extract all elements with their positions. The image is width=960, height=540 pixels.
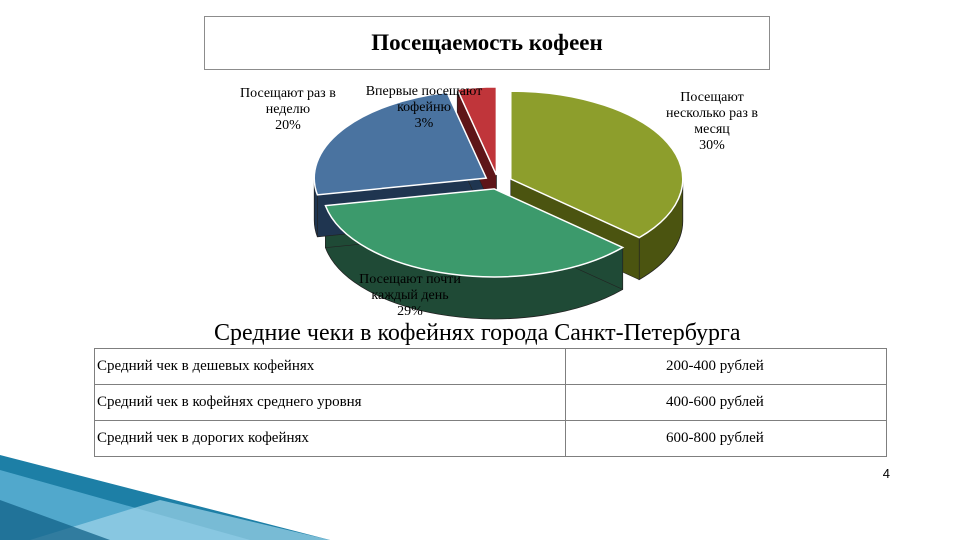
chart-title: Посещаемость кофеен [371,30,603,55]
row-value: 200-400 рублей [565,348,887,385]
page-number: 4 [882,466,890,481]
slice-label-week: Посещают раз в неделю 20% [240,86,336,133]
row-label: Средний чек в кофейнях среднего уровня [94,384,566,421]
chart-title-box: Посещаемость кофеен [204,16,770,70]
row-label: Средний чек в дешевых кофейнях [94,348,566,385]
table-row: Средний чек в дорогих кофейнях 600-800 р… [94,420,887,457]
checks-table: Средний чек в дешевых кофейнях 200-400 р… [94,348,887,457]
row-value: 600-800 рублей [565,420,887,457]
table-title: Средние чеки в кофейнях города Санкт-Пет… [214,320,741,346]
pie-slice [324,188,625,278]
row-label: Средний чек в дорогих кофейнях [94,420,566,457]
slice-label-daily: Посещают почти каждый день 29% [359,272,461,319]
slice-label-month: Посещают несколько раз в месяц 30% [666,90,758,153]
pie-slice [456,86,498,176]
row-value: 400-600 рублей [565,384,887,421]
table-row: Средний чек в дешевых кофейнях 200-400 р… [94,348,887,385]
pie-slice [510,90,684,239]
pie-slice [313,91,488,196]
slice-label-first: Впервые посещают кофейню 3% [365,84,483,131]
table-row: Средний чек в кофейнях среднего уровня 4… [94,384,887,421]
